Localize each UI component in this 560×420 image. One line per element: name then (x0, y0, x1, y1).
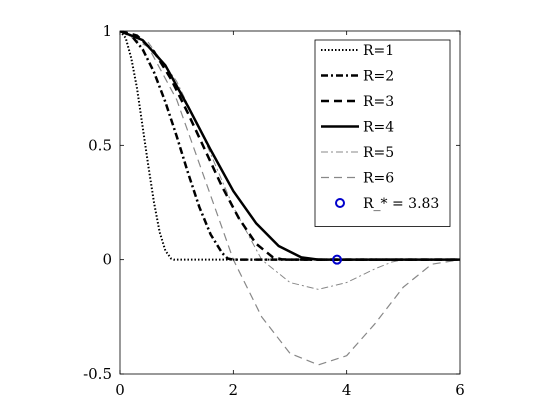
legend-marker (335, 198, 345, 208)
series-line-r-1 (120, 31, 460, 261)
y-tick-label: 0 (102, 251, 112, 269)
x-tick-label: 4 (342, 381, 352, 399)
legend-label: R=2 (363, 69, 394, 85)
y-tick-label: 1 (102, 22, 112, 40)
legend-label: R=1 (363, 43, 394, 59)
axes: 0 2 4 6-0.500.51 (83, 22, 465, 399)
legend-box (314, 39, 451, 227)
y-tick-label: -0.5 (83, 365, 112, 383)
legend-label: R=5 (363, 145, 394, 161)
y-tick-label: 0.5 (88, 136, 112, 154)
axes-frame (119, 30, 461, 375)
series-line-r-6 (120, 31, 460, 366)
series-line-r-5 (120, 31, 460, 290)
legend-label-marker: R_* = 3.83 (363, 196, 439, 212)
series-line-r-2 (120, 31, 460, 261)
legend-label: R=3 (363, 94, 394, 110)
legend-label: R=6 (363, 171, 394, 187)
x-tick-label: 6 (455, 381, 465, 399)
legend-label: R=4 (363, 120, 394, 136)
marker-r-star (332, 254, 343, 265)
x-tick-label: 2 (229, 381, 239, 399)
legend: R=1 R=2 R=3 R=4 R=5 R=6 R_* = 3.83 (314, 39, 451, 227)
x-tick-label: 0 (115, 381, 125, 399)
